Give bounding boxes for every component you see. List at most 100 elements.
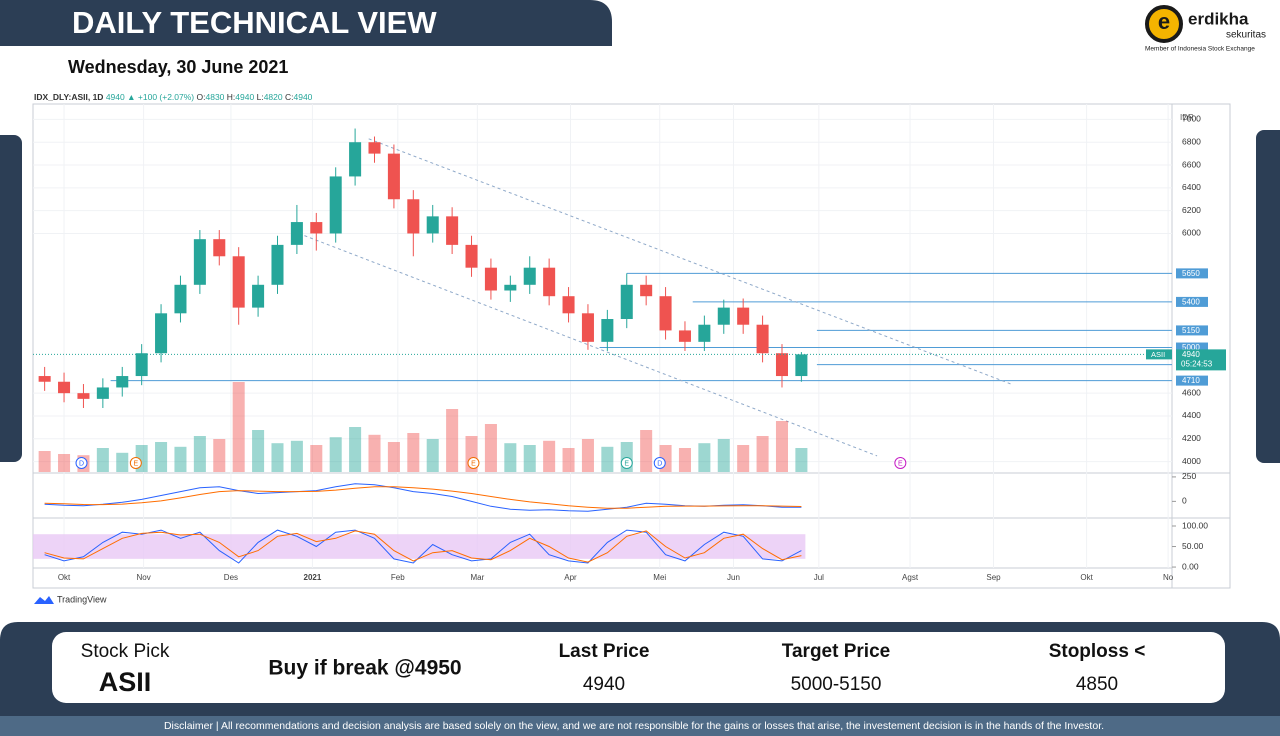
last-price: 4940 [1182, 350, 1200, 359]
volume-bar [329, 437, 342, 472]
col-label: Last Price [559, 641, 650, 662]
candle-body [271, 244, 284, 285]
candle-body [523, 267, 536, 285]
volume-bar [698, 443, 711, 472]
level-tag [1176, 268, 1208, 279]
legend-last: 4940 [106, 92, 125, 102]
volume-bar [38, 451, 51, 472]
side-tab [1256, 130, 1280, 463]
volume-bar [407, 433, 420, 472]
volume-bar [271, 443, 284, 472]
level-tag [1176, 325, 1208, 336]
volume-bar [795, 448, 808, 472]
volume-bar [349, 427, 362, 472]
date: Wednesday, 30 June 2021 [68, 57, 288, 77]
event-label: D [657, 460, 662, 467]
x-tick-label: Feb [391, 573, 405, 582]
candle-body [116, 376, 129, 388]
logo-sub: sekuritas [1226, 30, 1266, 41]
level-label: 4710 [1182, 376, 1200, 385]
x-tick-label: Okt [1080, 573, 1093, 582]
candle-body [213, 239, 226, 257]
candle-body [562, 296, 575, 314]
volume-bar [446, 409, 459, 472]
event-label: E [471, 460, 476, 467]
event-label: E [134, 460, 139, 467]
logo-mark: e [1158, 9, 1170, 34]
watermark: TradingView [57, 594, 107, 604]
event-label: D [79, 460, 84, 467]
volume-bar [678, 448, 691, 472]
event-label: E [624, 460, 629, 467]
level-tag [1176, 375, 1208, 386]
candle-body [77, 393, 90, 399]
y-tick-label: 50.00 [1182, 541, 1204, 551]
volume-bar [96, 448, 109, 472]
countdown: 05:24:53 [1181, 359, 1213, 368]
indicator-line [44, 529, 802, 564]
legend-h: H: [227, 92, 236, 102]
col-value: 4940 [583, 674, 625, 695]
x-tick-label: Jul [814, 573, 824, 582]
trendline [298, 233, 878, 457]
legend-o: O: [197, 92, 206, 102]
candle-body [155, 313, 168, 354]
legend-c: C: [285, 92, 294, 102]
level-label: 5650 [1182, 269, 1200, 278]
y-tick-label: 6000 [1182, 228, 1201, 238]
logo-circle [1145, 5, 1183, 43]
y-tick-label: 6800 [1182, 136, 1201, 146]
candle-body [601, 319, 614, 342]
event-marker [129, 457, 142, 469]
volume-bar [581, 439, 594, 472]
x-tick-label: 2021 [304, 573, 322, 582]
candle-body [38, 376, 51, 382]
candle-body [368, 142, 381, 154]
trendline [368, 138, 1012, 385]
y-tick-label: 7000 [1182, 114, 1201, 124]
candle-body [795, 354, 808, 377]
y-tick-label: 4400 [1182, 410, 1201, 420]
last-price-name-tag [1146, 349, 1172, 360]
candle-body [252, 284, 265, 308]
col-value: 5000-5150 [791, 674, 882, 695]
candle-body [756, 324, 769, 354]
x-tick-label: Jun [727, 573, 740, 582]
volume-bar [193, 436, 206, 472]
volume-bar [543, 440, 556, 472]
chart-frame [32, 103, 1231, 589]
side-tab [0, 135, 22, 462]
candle-body [465, 244, 478, 268]
legend-l-value: 4820 [264, 92, 283, 102]
x-tick-label: Apr [564, 573, 577, 582]
x-tick-label: Nov [136, 573, 150, 582]
y-tick-label: 0.00 [1182, 561, 1199, 571]
pick: ASII [99, 667, 152, 697]
candle-body [58, 381, 71, 394]
y-tick-label: 4200 [1182, 433, 1201, 443]
y-tick-label: 0 [1182, 496, 1187, 506]
candle-body [387, 153, 400, 200]
level-label: 5150 [1182, 326, 1200, 335]
x-tick-label: Okt [58, 573, 71, 582]
volume-bar [504, 443, 517, 472]
y-tick-label: 250 [1182, 471, 1196, 481]
candle-body [484, 267, 497, 291]
volume-bar [252, 430, 265, 472]
x-tick-label: Des [224, 573, 238, 582]
logo-name: erdikha [1188, 9, 1249, 28]
y-tick-label: 4000 [1182, 456, 1201, 466]
candle-body [698, 324, 711, 342]
level-label: 5400 [1182, 298, 1200, 307]
volume-bar [290, 440, 303, 472]
event-label: E [898, 460, 903, 467]
volume-bar [737, 445, 750, 472]
candle-body [349, 142, 362, 177]
event-marker [75, 457, 88, 469]
candle-body [174, 284, 187, 314]
volume-bar [174, 446, 187, 472]
volume-bar [775, 421, 788, 472]
volume-bar [213, 439, 226, 472]
legend-l: L: [257, 92, 264, 102]
level-tag [1176, 342, 1208, 353]
